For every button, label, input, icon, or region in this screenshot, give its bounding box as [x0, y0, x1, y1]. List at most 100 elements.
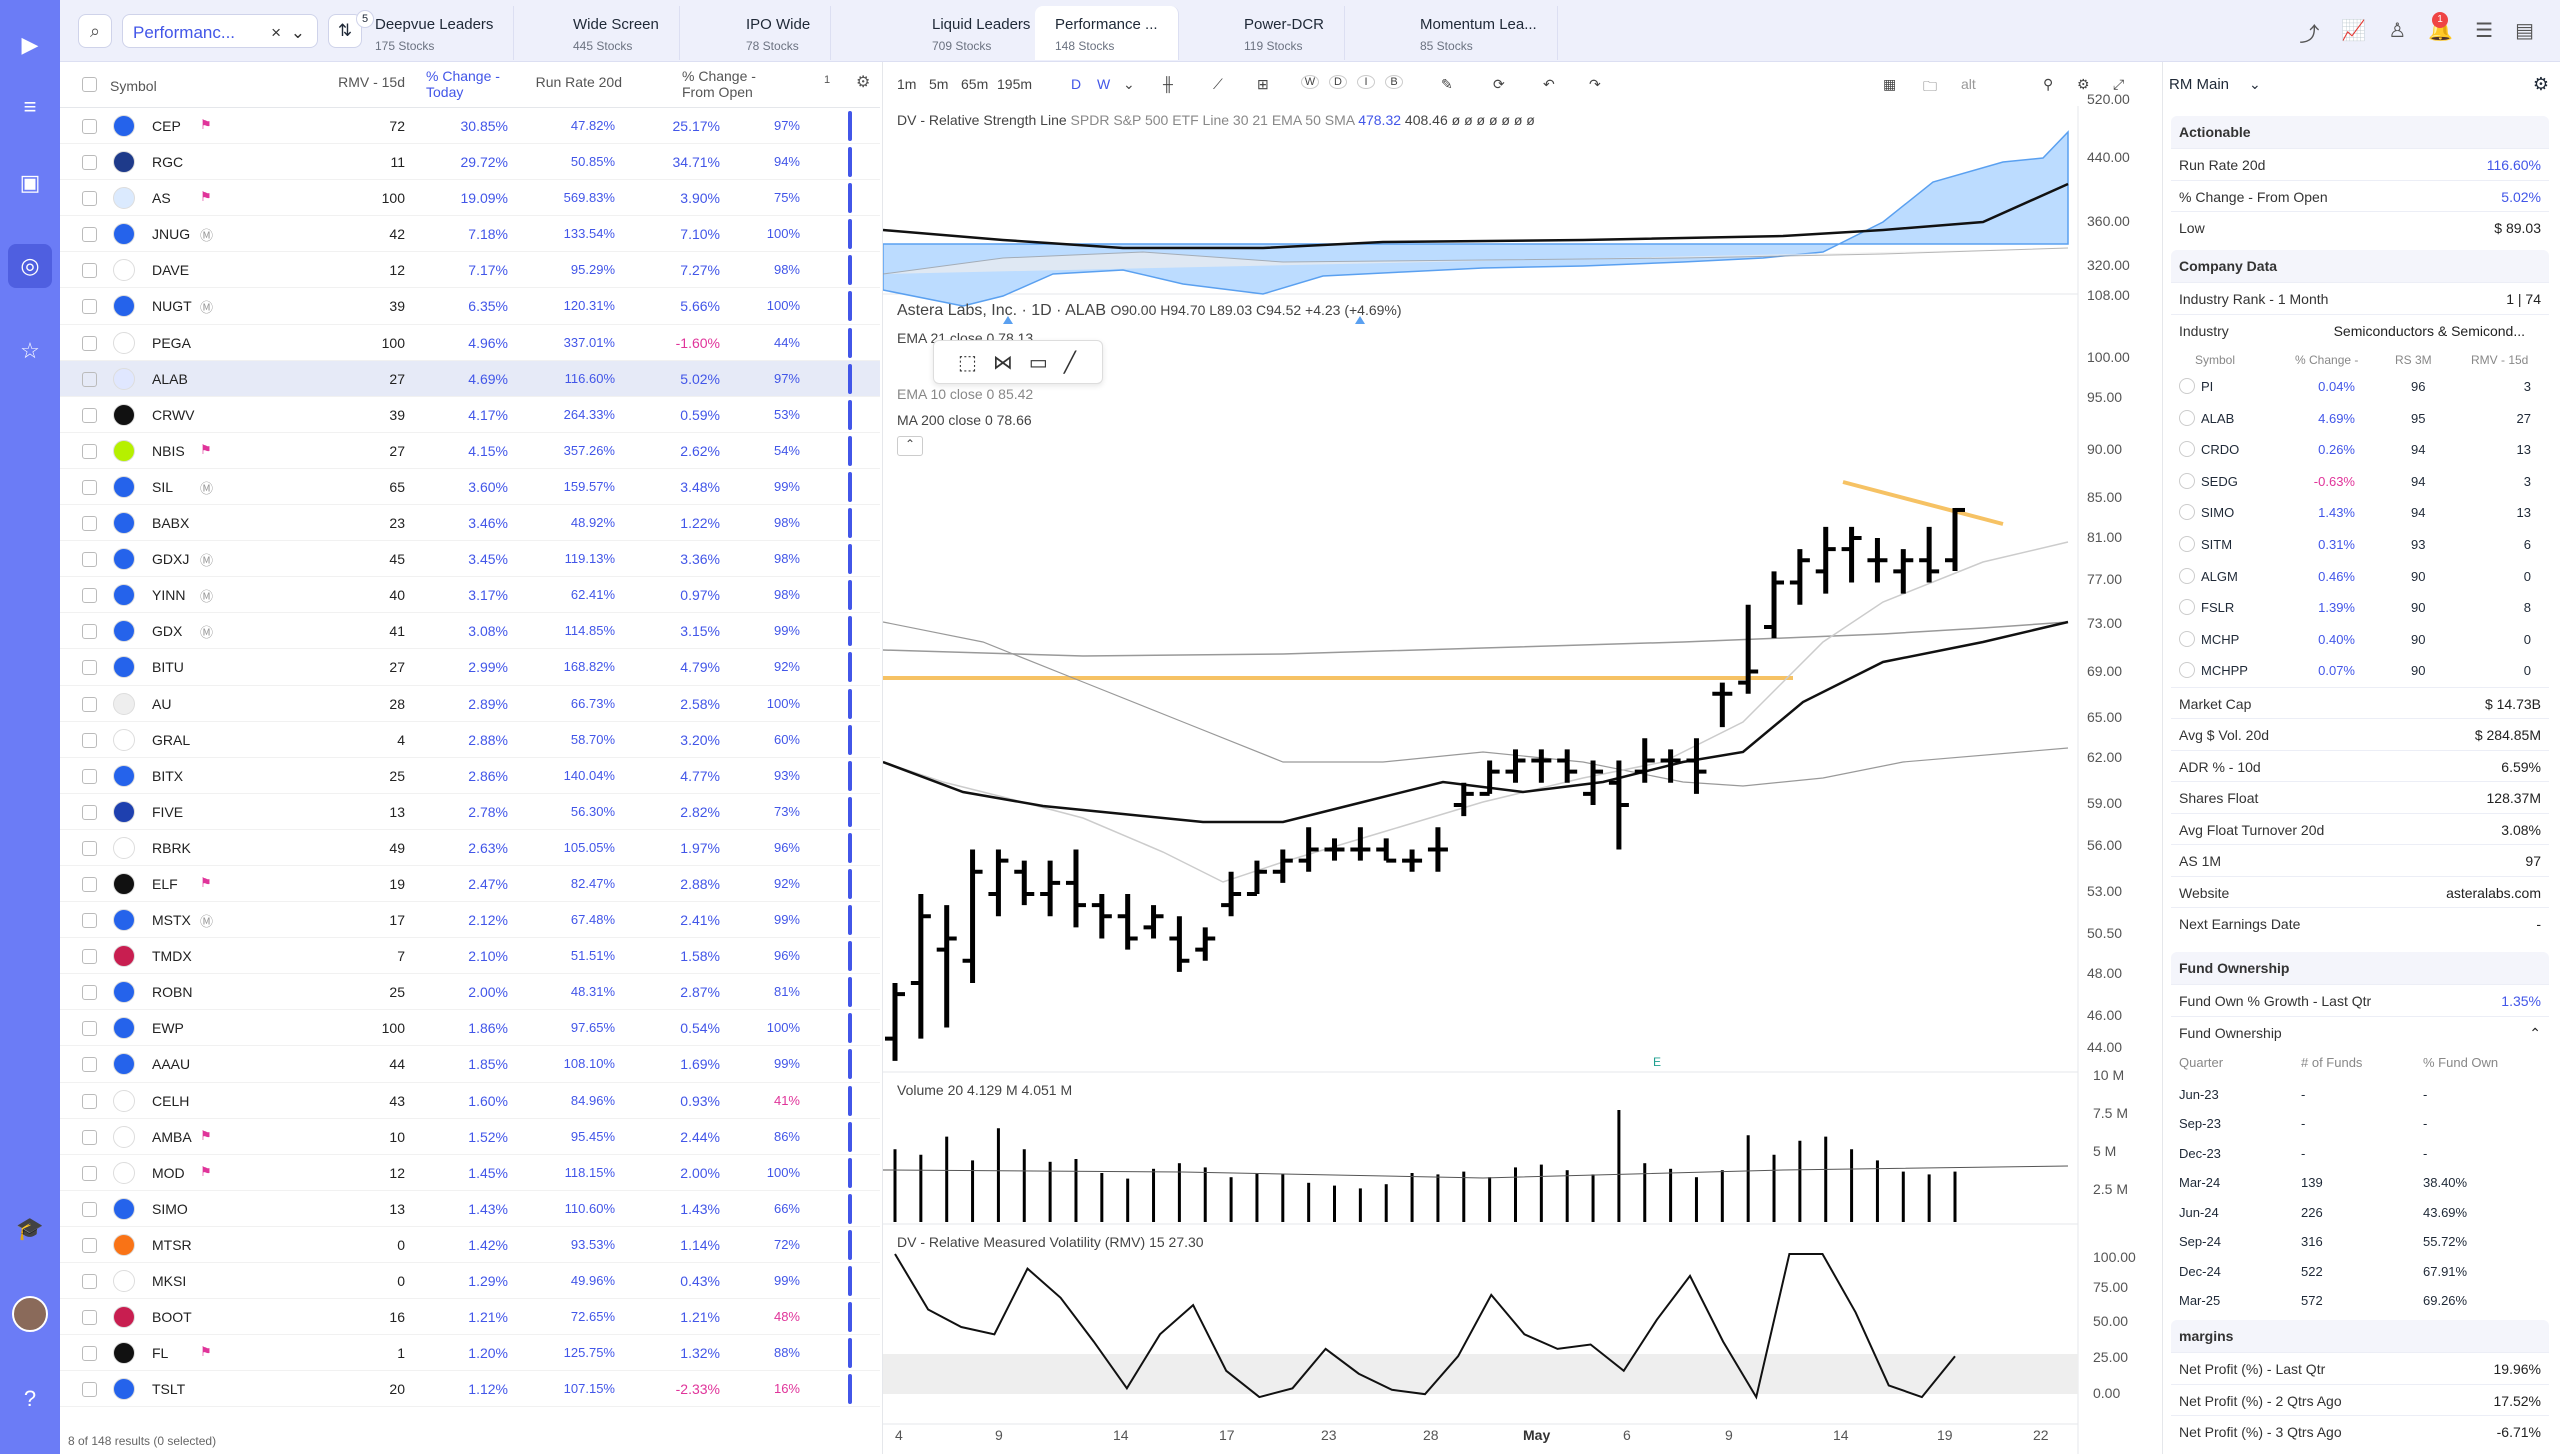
peer-row[interactable]: SIMO 1.43% 94 13 [2171, 497, 2549, 529]
row-checkbox[interactable] [82, 1382, 97, 1398]
comment-tool-icon[interactable]: ▭ [1028, 351, 1048, 374]
ticker-symbol[interactable]: CEP [152, 118, 181, 134]
redo-icon[interactable]: ↷ [1589, 76, 1601, 92]
row-checkbox[interactable] [82, 1057, 97, 1073]
row-checkbox[interactable] [82, 588, 97, 604]
row-checkbox[interactable] [82, 263, 97, 279]
col-symbol[interactable]: Symbol [110, 78, 157, 94]
panel-settings-icon[interactable]: ⚙ [2532, 74, 2549, 94]
grid-icon[interactable]: ⊞ [1257, 76, 1269, 92]
chart-tool-W[interactable]: W [1301, 75, 1319, 89]
flag-icon[interactable]: ⚑ [200, 441, 212, 457]
share-icon[interactable]: ⤴ [2299, 24, 2320, 46]
school-icon[interactable]: 🎓 [16, 1216, 44, 1241]
help-icon[interactable]: ? [23, 1386, 37, 1411]
table-row[interactable]: AAAU 44 1.85% 108.10% 1.69% 99% [60, 1046, 880, 1083]
peer-row[interactable]: MCHP 0.40% 90 0 [2171, 623, 2549, 656]
indicator-icon[interactable]: ⟋ [1213, 76, 1223, 92]
ticker-symbol[interactable]: ROBN [152, 984, 193, 1001]
close-icon[interactable]: × [271, 23, 281, 42]
table-row[interactable]: GDX Ⓜ 41 3.08% 114.85% 3.15% 99% [60, 613, 880, 650]
table-row[interactable]: BITU 27 2.99% 168.82% 4.79% 92% [60, 649, 880, 686]
table-row[interactable]: AMBA ⚑ 10 1.52% 95.45% 2.44% 86% [60, 1119, 880, 1155]
peer-symbol[interactable]: ALAB [2201, 410, 2235, 426]
row-checkbox[interactable] [82, 913, 97, 929]
row-checkbox[interactable] [82, 1129, 97, 1145]
col-rmv[interactable]: RMV - 15d [338, 74, 405, 90]
col-extra[interactable]: 1 [824, 74, 831, 86]
scanner-icon[interactable]: ◎ [8, 244, 52, 288]
layout-chevron-icon[interactable]: ⌄ [2249, 76, 2261, 92]
select-all-checkbox[interactable] [82, 77, 97, 92]
ticker-symbol[interactable]: PEGA [152, 334, 191, 351]
table-row[interactable]: ALAB 27 4.69% 116.60% 5.02% 97% [60, 360, 880, 397]
table-row[interactable]: AS ⚑ 100 19.09% 569.83% 3.90% 75% [60, 180, 880, 217]
ticker-symbol[interactable]: BABX [152, 515, 190, 532]
peer-row[interactable]: ALGM 0.46% 90 0 [2171, 560, 2549, 593]
table-row[interactable]: MTSR 0 1.42% 93.53% 1.14% 72% [60, 1227, 880, 1263]
row-checkbox[interactable] [82, 624, 97, 640]
peer-row[interactable]: SEDG -0.63% 94 3 [2171, 465, 2549, 498]
row-checkbox[interactable] [82, 407, 97, 423]
chart-area[interactable]: 1m 5m 65m 195m D W W D I B ⌄ ╫ ⟋ ⊞ ✎ ⟳ ↶ ↷ ▦ 🗀 ⚲ ⚙ ⤢ alt 108.00… [882, 62, 2162, 1454]
table-row[interactable]: CELH 43 1.60% 84.96% 0.93% 41% [60, 1083, 880, 1119]
ticker-symbol[interactable]: TMDX [152, 948, 192, 965]
row-checkbox[interactable] [82, 949, 97, 965]
chevron-up-icon[interactable]: ⌃ [2529, 1024, 2541, 1041]
rectangle-tool-icon[interactable]: ⬚ [958, 351, 977, 374]
ticker-symbol[interactable]: AAAU [152, 1056, 191, 1073]
alt-toggle[interactable]: alt [1961, 76, 1976, 92]
table-row[interactable]: BABX 23 3.46% 48.92% 1.22% 98% [60, 505, 880, 542]
row-checkbox[interactable] [82, 155, 97, 171]
row-checkbox[interactable] [82, 804, 97, 820]
folder-icon[interactable]: 🗀 [1923, 78, 1937, 94]
peer-row[interactable]: CRDO 0.26% 94 13 [2171, 434, 2549, 466]
table-row[interactable]: DAVE 12 7.17% 95.29% 7.27% 98% [60, 252, 880, 289]
col-run-rate[interactable]: Run Rate 20d [535, 74, 622, 90]
table-row[interactable]: TSLT 20 1.12% 107.15% -2.33% 16% [60, 1371, 880, 1408]
menu-lines-icon[interactable]: ≡ [23, 94, 37, 119]
col-change-today[interactable]: % Change - Today [426, 68, 500, 100]
ticker-symbol[interactable]: AMBA [152, 1128, 192, 1145]
ticker-symbol[interactable]: BITU [152, 659, 184, 676]
chart-tool-B[interactable]: B [1385, 75, 1403, 89]
person-icon[interactable]: ♙ [2388, 20, 2407, 42]
ticker-symbol[interactable]: YINN [152, 587, 186, 604]
logo-play-icon[interactable]: ▶ [21, 32, 39, 57]
ticker-symbol[interactable]: MOD [152, 1164, 185, 1181]
row-checkbox[interactable] [82, 1021, 97, 1037]
collapse-legend-button[interactable]: ⌃ [897, 436, 923, 456]
ticker-symbol[interactable]: MKSI [152, 1273, 187, 1289]
table-row[interactable]: GRAL 4 2.88% 58.70% 3.20% 60% [60, 722, 880, 758]
table-row[interactable]: CRWV 39 4.17% 264.33% 0.59% 53% [60, 397, 880, 433]
peer-symbol[interactable]: SIMO [2201, 505, 2235, 521]
chart-tool-I[interactable]: I [1357, 75, 1375, 89]
fib-tool-icon[interactable]: ⋈ [992, 351, 1013, 374]
row-checkbox[interactable] [82, 371, 97, 387]
peer-symbol[interactable]: CRDO [2201, 442, 2240, 458]
peer-symbol[interactable]: SEDG [2201, 473, 2238, 489]
flag-icon[interactable]: ⚑ [200, 1163, 212, 1179]
ticker-symbol[interactable]: AS [152, 190, 171, 207]
peer-row[interactable]: SITM 0.31% 93 6 [2171, 528, 2549, 561]
avatar[interactable] [12, 1296, 48, 1332]
ticker-symbol[interactable]: GDXJ [152, 551, 190, 568]
table-row[interactable]: JNUG Ⓜ 42 7.18% 133.54% 7.10% 100% [60, 216, 880, 253]
peer-symbol[interactable]: MCHP [2201, 631, 2240, 647]
ticker-symbol[interactable]: SIL [152, 478, 174, 495]
ticker-symbol[interactable]: ALAB [152, 370, 188, 387]
flag-icon[interactable]: ⚑ [200, 117, 212, 132]
table-row[interactable]: PEGA 100 4.96% 337.01% -1.60% 44% [60, 325, 880, 361]
tab-wide-screen[interactable]: Wide Screen 445 Stocks [553, 6, 680, 60]
tab-momentum-lea[interactable]: Momentum Lea... 85 Stocks [1400, 6, 1558, 60]
table-row[interactable]: CEP ⚑ 72 30.85% 47.82% 25.17% 97% [60, 108, 880, 145]
fund-ownership-toggle[interactable]: Fund Ownership ⌃ [2171, 1015, 2549, 1047]
row-checkbox[interactable] [82, 335, 97, 351]
row-checkbox[interactable] [82, 840, 97, 856]
flag-icon[interactable]: ⚑ [200, 874, 212, 890]
fullscreen-icon[interactable]: ⤢ [2113, 76, 2125, 92]
table-row[interactable]: FIVE 13 2.78% 56.30% 2.82% 73% [60, 794, 880, 830]
ticker-symbol[interactable]: MTSR [152, 1236, 192, 1253]
table-row[interactable]: SIMO 13 1.43% 110.60% 1.43% 66% [60, 1191, 880, 1227]
peer-row[interactable]: FSLR 1.39% 90 8 [2171, 592, 2549, 624]
